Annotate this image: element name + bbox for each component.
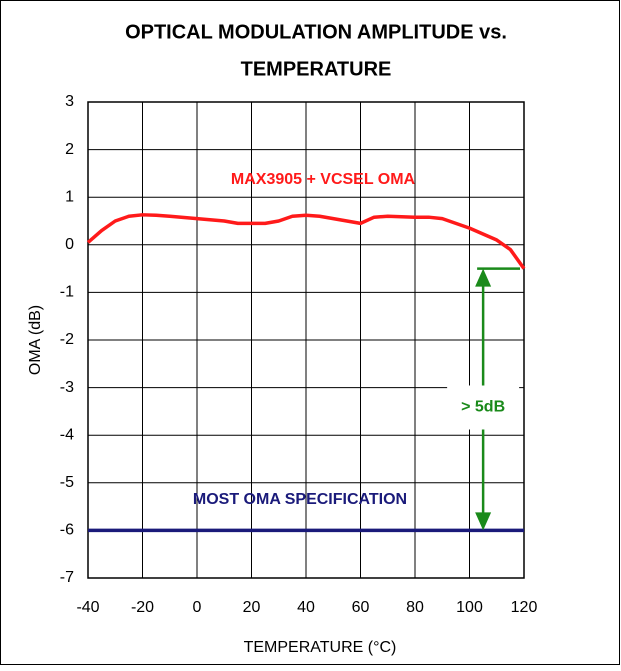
x-tick-label: 0 — [193, 599, 202, 616]
x-tick-label: 120 — [511, 599, 538, 616]
y-tick-label: -7 — [60, 569, 74, 586]
y-tick-label: -5 — [60, 474, 74, 491]
y-tick-label: -6 — [60, 522, 74, 539]
series-label: MOST OMA SPECIFICATION — [193, 491, 407, 508]
plot-border — [87, 101, 525, 579]
x-tick-label: 60 — [352, 599, 370, 616]
x-tick-label: -20 — [131, 599, 154, 616]
x-tick-label: 40 — [297, 599, 315, 616]
series-line — [86, 213, 526, 270]
y-tick-label: -4 — [60, 426, 74, 443]
x-axis-label: TEMPERATURE (°C) — [244, 639, 397, 656]
y-tick-label: -2 — [60, 331, 74, 348]
arrow-head — [475, 268, 492, 287]
y-axis-label: OMA (dB) — [27, 305, 44, 375]
chart-title: TEMPERATURE — [241, 58, 392, 80]
arrow-head — [475, 512, 492, 531]
chart-title: OPTICAL MODULATION AMPLITUDE vs. — [125, 21, 507, 43]
y-tick-label: 3 — [65, 93, 74, 110]
x-tick-label: 20 — [243, 599, 261, 616]
x-tick-label: -40 — [76, 599, 99, 616]
annotation-label: > 5dB — [461, 399, 505, 416]
x-tick-label: 100 — [456, 599, 483, 616]
y-tick-label: 2 — [65, 141, 74, 158]
annotation-bg — [447, 385, 520, 430]
y-tick-label: -1 — [60, 284, 74, 301]
y-tick-label: 0 — [65, 236, 74, 253]
y-tick-label: 1 — [65, 188, 74, 205]
series-label: MAX3905 + VCSEL OMA — [231, 171, 416, 188]
x-tick-label: 80 — [406, 599, 424, 616]
y-tick-label: -3 — [60, 379, 74, 396]
